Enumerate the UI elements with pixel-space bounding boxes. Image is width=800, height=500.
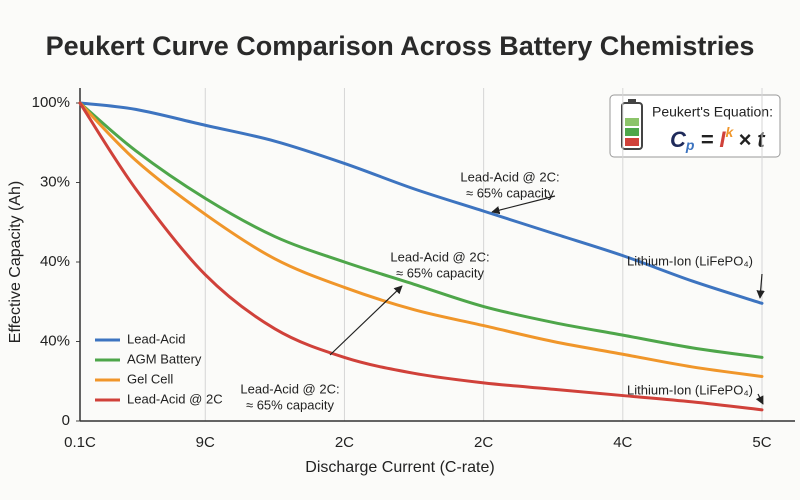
y-tick-label: 100% xyxy=(32,94,70,111)
equation-equals: = xyxy=(700,127,713,152)
equation-box: Peukert's Equation: Cp = Ik × t xyxy=(609,94,781,158)
equation-base: I xyxy=(719,127,726,152)
annotation: ≈ 65% capacity xyxy=(246,397,335,412)
equation-exp: k xyxy=(725,124,734,140)
equation-sub: p xyxy=(685,137,695,153)
x-tick-label: 2C xyxy=(335,434,354,451)
y-tick-label: 30% xyxy=(40,173,70,190)
x-tick-label: 9C xyxy=(196,434,215,451)
annotation-arrow xyxy=(491,195,556,215)
annotation: ≈ 65% capacity xyxy=(466,185,555,200)
x-tick-label: 2C xyxy=(474,434,493,451)
legend-label: Gel Cell xyxy=(127,371,173,386)
y-tick-label: 40% xyxy=(40,332,70,349)
series-line xyxy=(78,101,764,305)
series-line xyxy=(78,101,764,359)
annotation: Lead-Acid @ 2C: xyxy=(460,169,559,184)
y-tick-label: 40% xyxy=(40,253,70,270)
series-line xyxy=(78,101,764,378)
annotation-arrow xyxy=(329,285,403,356)
annotation-arrow xyxy=(755,393,764,405)
annotation: Lead-Acid @ 2C: xyxy=(390,249,489,264)
series-line xyxy=(78,101,764,412)
x-axis-label: Discharge Current (C-rate) xyxy=(305,459,494,476)
equation-label: Peukert's Equation: xyxy=(652,104,773,120)
annotation: ≈ 65% capacity xyxy=(396,265,485,280)
chart-title: Peukert Curve Comparison Across Battery … xyxy=(46,31,755,61)
annotation: Lead-Acid @ 2C: xyxy=(240,381,339,396)
y-axis-label: Effective Capacity (Ah) xyxy=(7,181,24,343)
legend-label: AGM Battery xyxy=(127,351,202,366)
annotation-arrow xyxy=(756,273,765,299)
x-tick-label: 5C xyxy=(752,434,771,451)
legend-label: Lead-Acid @ 2C xyxy=(127,391,223,406)
annotation: Lithium-Ion (LiFePO₄) xyxy=(627,253,753,268)
equation-lhs: C xyxy=(670,127,687,152)
x-tick-label: 4C xyxy=(613,434,632,451)
legend-label: Lead-Acid xyxy=(127,331,186,346)
x-tick-label: 0.1C xyxy=(64,434,96,451)
annotation: Lithium-Ion (LiFePO₄) xyxy=(627,382,753,397)
y-tick-label: 0 xyxy=(62,412,70,429)
